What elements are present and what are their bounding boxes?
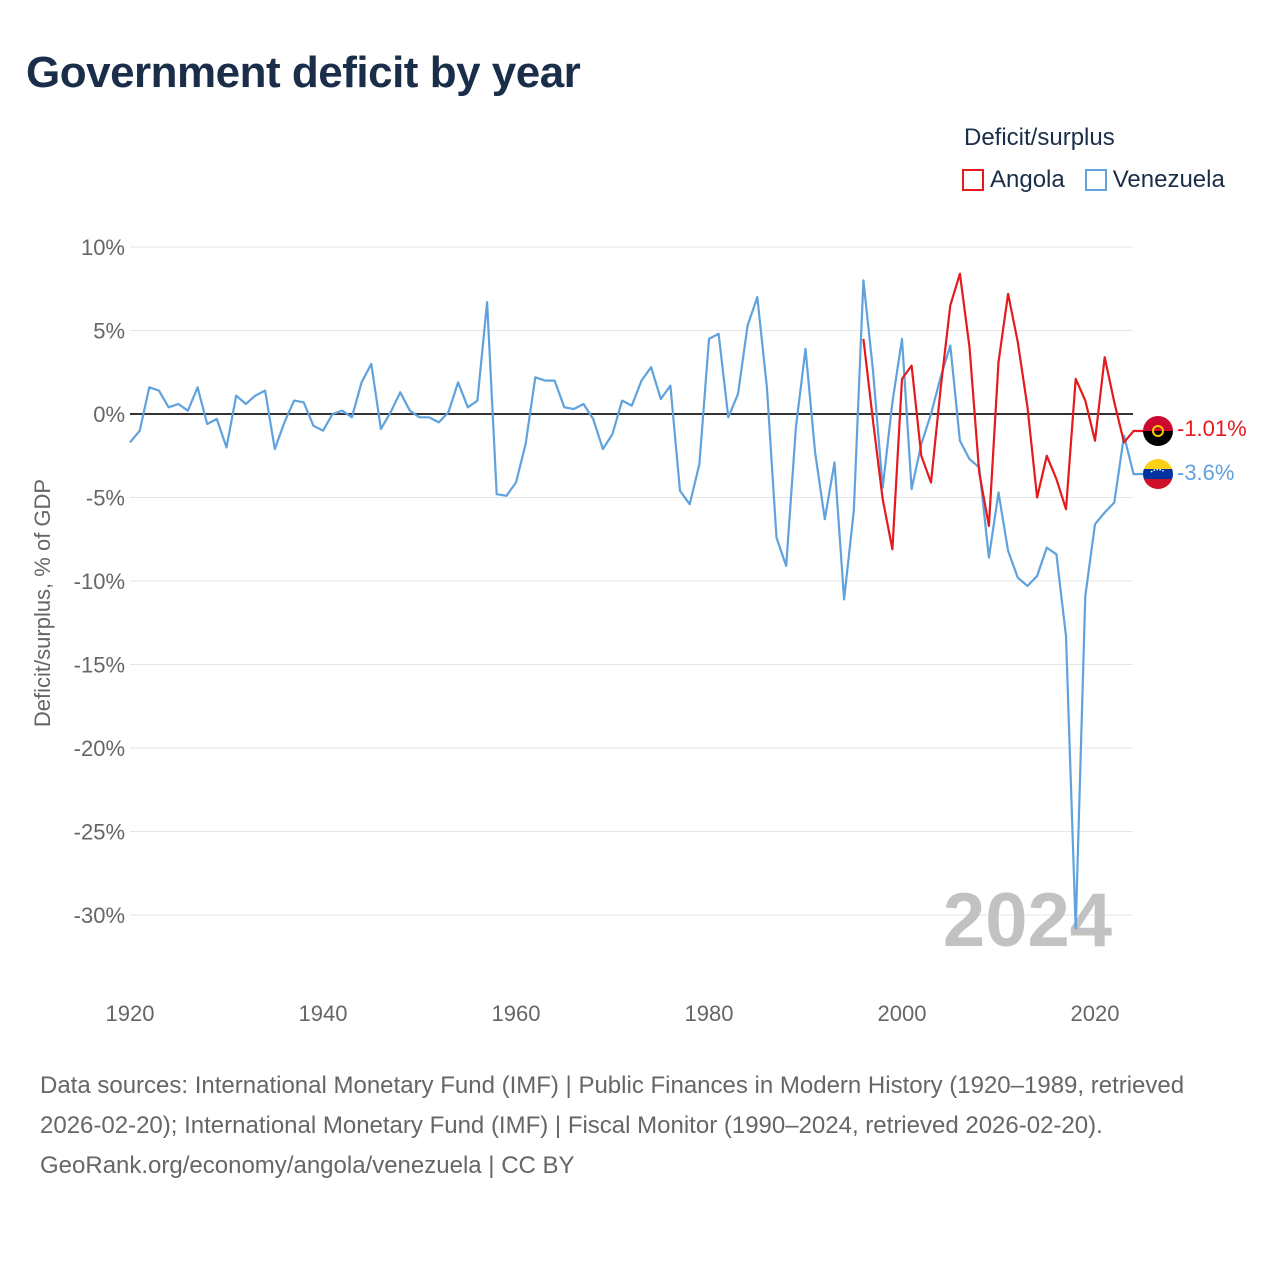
y-axis-ticks: 10% 5% 0% -5% -10% -15% -20% -25% -30% [74, 235, 125, 928]
y-tick-label: -10% [74, 569, 125, 594]
venezuela-flag-icon [1143, 459, 1173, 489]
x-tick-label: 1980 [685, 1001, 734, 1026]
end-label-venezuela: -3.6% [1177, 460, 1234, 485]
x-tick-label: 2000 [878, 1001, 927, 1026]
y-axis-label: Deficit/surplus, % of GDP [30, 479, 55, 727]
angola-flag-icon [1143, 416, 1173, 446]
series-lines [129, 272, 1143, 930]
legend-swatch-angola [962, 169, 984, 191]
series-line-venezuela[interactable] [129, 279, 1143, 930]
line-chart: 10%5%0%-5%-10%-15%-20%-25%-30% 1920 1940 1… [30, 235, 1247, 1026]
legend-item-venezuela[interactable]: Venezuela [1084, 166, 1225, 194]
data-sources: Data sources: International Monetary Fun… [40, 1072, 1185, 1139]
legend-label-angola: Angola [990, 166, 1065, 193]
legend-swatch-venezuela [1084, 169, 1107, 191]
y-tick-label: -15% [74, 653, 125, 678]
legend: Angola Venezuela [962, 166, 1245, 194]
chart-title: Government deficit by year [26, 48, 581, 97]
y-tick-label: 5% [93, 319, 125, 344]
y-tick-label: -20% [74, 736, 125, 761]
x-tick-label: 1940 [299, 1001, 348, 1026]
y-tick-label: -5% [86, 486, 125, 511]
series-line-angola[interactable] [862, 272, 1143, 551]
legend-item-angola[interactable]: Angola [962, 166, 1065, 194]
x-tick-label: 1960 [492, 1001, 541, 1026]
legend-title: Deficit/surplus [964, 124, 1115, 151]
y-tick-label: -30% [74, 903, 125, 928]
credit-link[interactable]: GeoRank.org/economy/angola/venezuela | C… [40, 1152, 575, 1179]
x-axis-ticks: 1920 1940 1960 1980 2000 2020 [106, 1001, 1120, 1026]
footer: Data sources: International Monetary Fun… [40, 1066, 1240, 1186]
x-tick-label: 1920 [106, 1001, 155, 1026]
end-label-angola: -1.01% [1177, 416, 1247, 441]
legend-label-venezuela: Venezuela [1112, 166, 1225, 193]
y-tick-label: 0% [93, 402, 125, 427]
gridlines [130, 246, 1133, 916]
y-tick-label: 10% [81, 235, 125, 260]
x-tick-label: 2020 [1071, 1001, 1120, 1026]
year-watermark: 2024 [943, 878, 1112, 963]
y-tick-label: -25% [74, 820, 125, 845]
